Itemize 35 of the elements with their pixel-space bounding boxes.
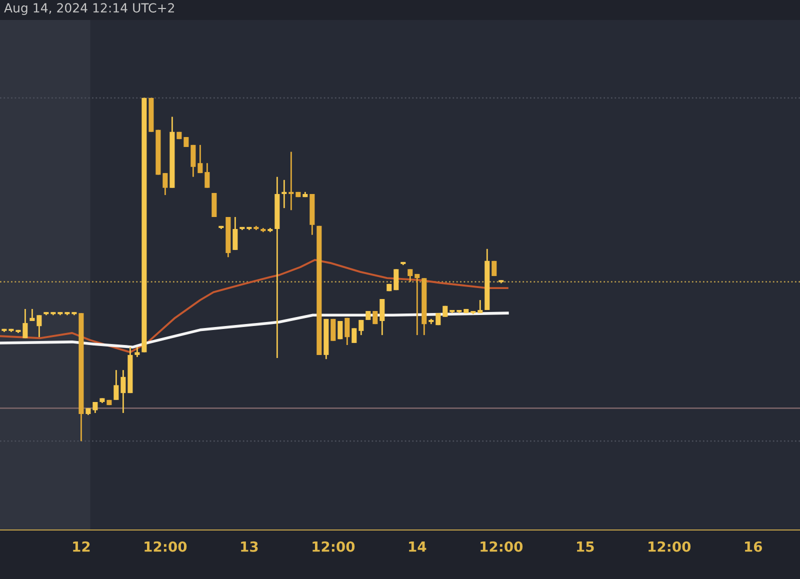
candlestick <box>134 346 140 358</box>
candlestick <box>408 268 413 283</box>
candlestick <box>162 172 168 196</box>
candlestick <box>232 216 238 251</box>
candlestick <box>204 162 210 189</box>
candlestick <box>358 319 364 336</box>
text: Aug 14, 2024 12:14 UTC+2 <box>4 3 174 15</box>
candlestick <box>184 136 189 148</box>
candlestick <box>372 310 378 325</box>
x-tick-label: 16 <box>745 541 762 552</box>
x-tick-label: 13 <box>241 541 258 552</box>
x-tick-label: 12:00 <box>648 541 691 552</box>
x-tick-label: 12:00 <box>312 541 355 552</box>
candlestick <box>30 308 35 322</box>
candlestick <box>198 144 203 174</box>
x-tick-label: 15 <box>577 542 594 552</box>
candlestick <box>36 314 42 338</box>
candlestick <box>282 179 287 209</box>
x-tick-label: 12:00 <box>480 541 523 552</box>
candlestick <box>394 268 399 291</box>
candlestick <box>380 298 385 336</box>
x-tick-label: 12:00 <box>144 541 187 552</box>
candlestick <box>114 369 119 401</box>
x-tick-label: 12 <box>73 541 90 552</box>
candlestick <box>120 369 126 414</box>
x-tick-label: 14 <box>409 542 426 552</box>
candlestick <box>190 144 196 178</box>
candlestick <box>288 151 294 211</box>
candlestick <box>436 312 441 326</box>
candlestick <box>414 273 420 336</box>
candlestick <box>344 317 350 346</box>
candlestick <box>478 299 483 314</box>
candlestick <box>330 318 336 342</box>
candlestick <box>22 308 28 339</box>
candlestick <box>352 328 357 344</box>
